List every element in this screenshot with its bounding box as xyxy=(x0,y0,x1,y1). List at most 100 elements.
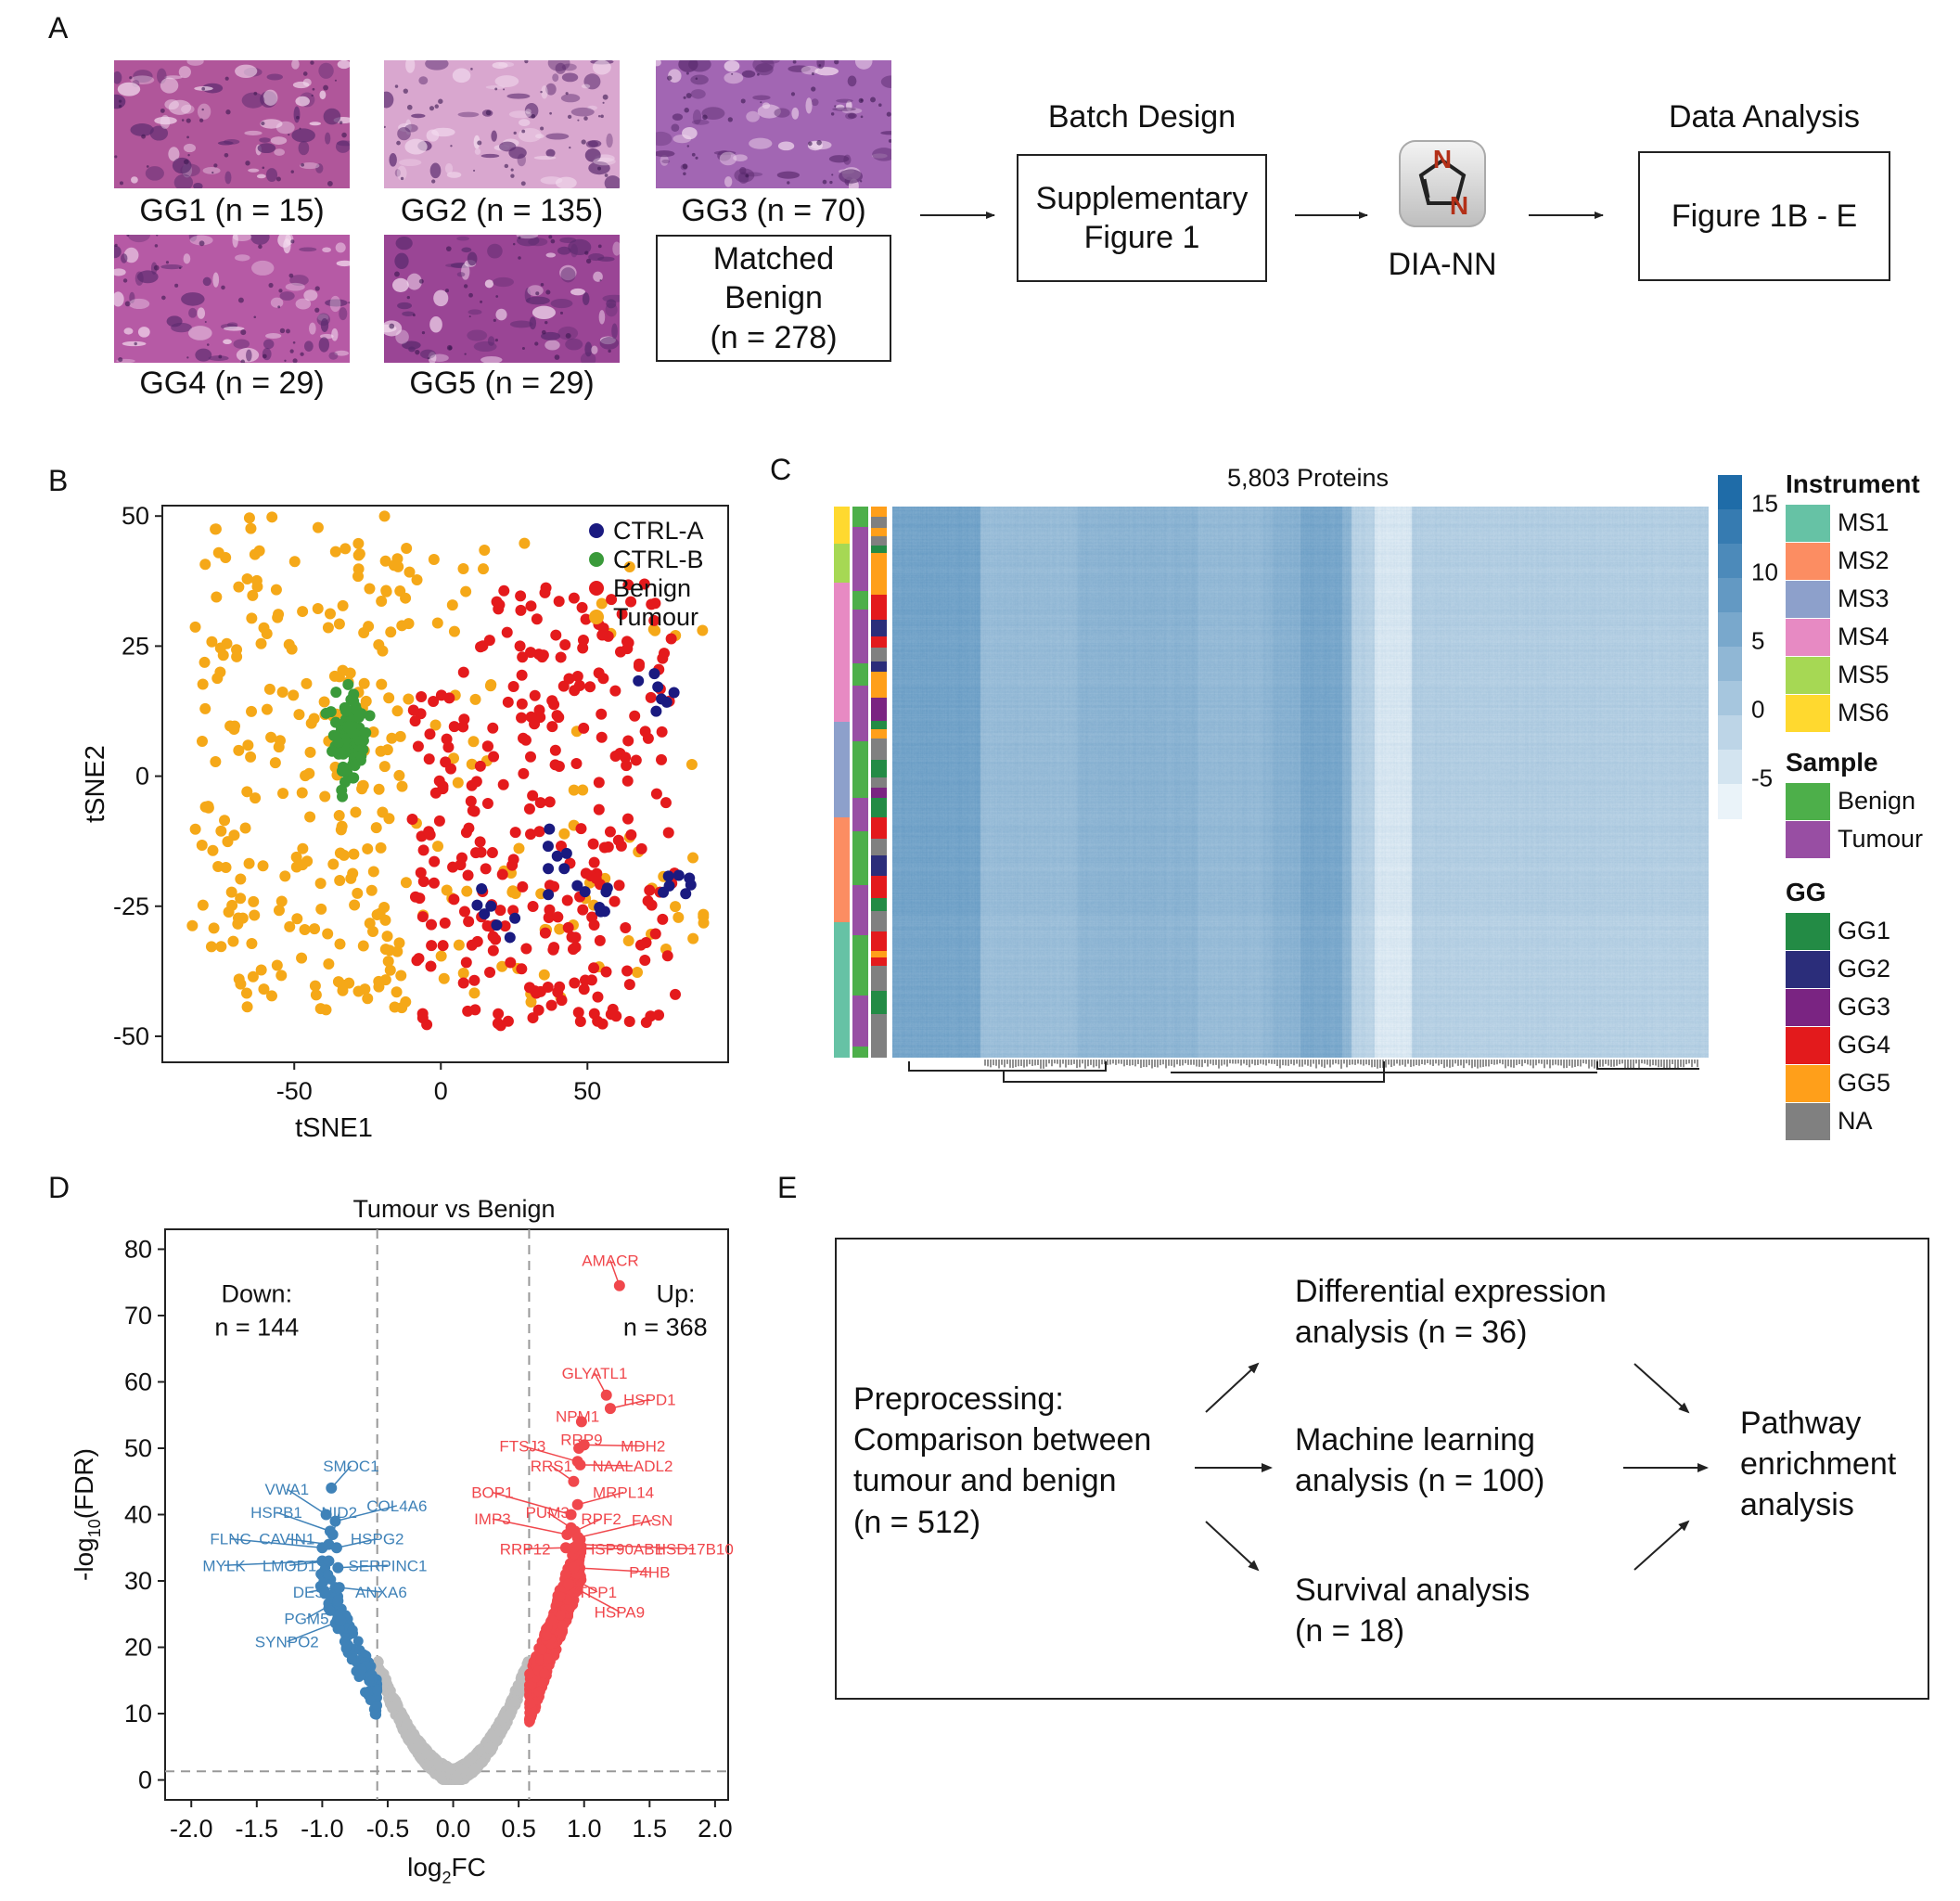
volcano-point-up xyxy=(524,1668,535,1679)
tsne-point-benign xyxy=(622,579,634,591)
tsne-point-benign xyxy=(577,634,589,646)
volcano-point-up xyxy=(535,1654,546,1665)
tsne-point-benign xyxy=(575,823,587,835)
tsne-point-ctrl-b xyxy=(348,695,360,707)
tsne-point-benign xyxy=(570,757,583,769)
annotation-gg-gg4 xyxy=(871,595,887,620)
gene-label-lmod1: LMOD1 xyxy=(263,1557,317,1574)
tsne-point-tumour xyxy=(199,656,211,668)
histology-texture xyxy=(375,231,627,366)
tsne-point-benign xyxy=(426,918,438,931)
annotation-gg-gg1 xyxy=(871,760,887,777)
volcano-point-up xyxy=(541,1630,552,1641)
tsne-point-benign xyxy=(463,822,475,834)
y-tick-label: 60 xyxy=(124,1368,152,1395)
gene-label-amacr: AMACR xyxy=(582,1252,638,1269)
volcano-point-labeled xyxy=(320,1509,332,1521)
tsne-point-benign xyxy=(656,753,668,765)
tsne-point-benign xyxy=(475,846,487,858)
tsne-point-tumour xyxy=(258,622,270,634)
tsne-point-ctrl-a xyxy=(560,847,572,859)
data-analysis-title: Data Analysis xyxy=(1669,99,1860,135)
imidazole-app-icon: N N xyxy=(1399,140,1486,227)
tsne-point-tumour xyxy=(400,877,412,889)
preprocessing-line-3: tumour and benign xyxy=(853,1463,1117,1499)
label-leader xyxy=(577,1519,653,1539)
tsne-point-tumour xyxy=(359,983,371,995)
heatmap-colorbar: 15 10 5 0 -5 xyxy=(1718,475,1778,819)
tsne-point-benign xyxy=(417,844,429,856)
annotation-gg-gg2 xyxy=(871,620,887,636)
tsne-point-tumour xyxy=(350,806,362,818)
tsne-point-benign xyxy=(462,869,474,881)
tsne-point-ctrl-a xyxy=(673,869,685,881)
tsne-point-tumour xyxy=(255,637,267,649)
gene-label-hspd1: HSPD1 xyxy=(623,1392,676,1409)
volcano-point-labeled xyxy=(332,1595,344,1607)
tsne-point-benign xyxy=(534,797,546,809)
tsne-point-ctrl-b xyxy=(339,705,352,717)
x-tick-label: 0 xyxy=(434,1077,448,1105)
volcano-point-ns xyxy=(483,1742,494,1753)
tsne-point-benign xyxy=(481,797,493,809)
tsne-point-tumour xyxy=(279,870,291,882)
tsne-point-benign xyxy=(616,608,628,620)
label-leader xyxy=(568,1583,621,1613)
preprocessing-line-1: Preprocessing: xyxy=(853,1381,1064,1417)
tsne-point-benign xyxy=(604,826,616,838)
tsne-point-tumour xyxy=(403,693,415,705)
annotation-sample-benign xyxy=(852,831,868,885)
tsne-point-benign xyxy=(588,962,600,974)
tsne-point-tumour xyxy=(362,842,374,854)
legend-swatch-ctrl-b xyxy=(589,552,604,567)
tsne-point-tumour xyxy=(196,736,208,748)
tsne-point-tumour xyxy=(378,761,391,773)
tsne-point-tumour xyxy=(199,559,211,571)
tsne-point-benign xyxy=(639,954,651,966)
tsne-point-tumour xyxy=(288,689,300,701)
tsne-point-tumour xyxy=(376,678,388,690)
legend-label-instrument-ms6: MS6 xyxy=(1838,699,1890,726)
tsne-point-benign xyxy=(409,715,421,727)
tsne-point-tumour xyxy=(378,902,391,914)
gene-label-mylk: MYLK xyxy=(202,1557,246,1574)
tsne-point-tumour xyxy=(246,938,258,950)
tsne-point-ctrl-a xyxy=(685,879,697,891)
tsne-point-tumour xyxy=(394,730,406,742)
annotation-gg-gg2 xyxy=(871,661,887,672)
pathway-line-3: analysis xyxy=(1740,1487,1854,1523)
annotation-gg-na xyxy=(871,517,887,528)
tsne-point-benign xyxy=(578,722,590,734)
tsne-point-benign xyxy=(552,911,564,923)
tsne-point-tumour xyxy=(241,786,253,798)
tsne-point-tumour xyxy=(362,993,374,1005)
tsne-point-benign xyxy=(412,740,424,752)
tsne-point-benign xyxy=(466,939,478,951)
tsne-point-benign xyxy=(665,633,677,645)
label-leader xyxy=(287,1620,341,1643)
volcano-point-labeled xyxy=(575,1416,587,1428)
tsne-point-benign xyxy=(465,795,477,807)
tsne-point-ctrl-b xyxy=(348,727,360,739)
tsne-point-tumour xyxy=(496,960,508,972)
colorbar-segment xyxy=(1718,715,1742,751)
tsne-point-tumour xyxy=(506,885,519,897)
batch-design-line-1: Supplementary xyxy=(1035,180,1249,216)
gene-label-smoc1: SMOC1 xyxy=(323,1458,378,1475)
tsne-point-tumour xyxy=(432,841,444,853)
tsne-point-benign xyxy=(525,828,537,841)
tsne-point-tumour xyxy=(460,585,472,597)
legend-label-sample-benign: Benign xyxy=(1838,787,1916,815)
volcano-point-labeled xyxy=(571,1498,583,1510)
tsne-point-benign xyxy=(516,669,528,681)
legend-label-gg-na: NA xyxy=(1838,1107,1873,1135)
tsne-point-tumour xyxy=(197,678,209,690)
tsne-point-benign xyxy=(592,991,604,1003)
volcano-point-labeled xyxy=(574,1458,586,1471)
tsne-point-benign xyxy=(415,867,427,879)
tsne-point-tumour xyxy=(304,746,316,758)
tsne-point-ctrl-a xyxy=(652,681,664,693)
tsne-point-tumour xyxy=(381,931,393,943)
colorbar-segment xyxy=(1718,784,1742,819)
gene-label-pgm5: PGM5 xyxy=(284,1610,328,1627)
